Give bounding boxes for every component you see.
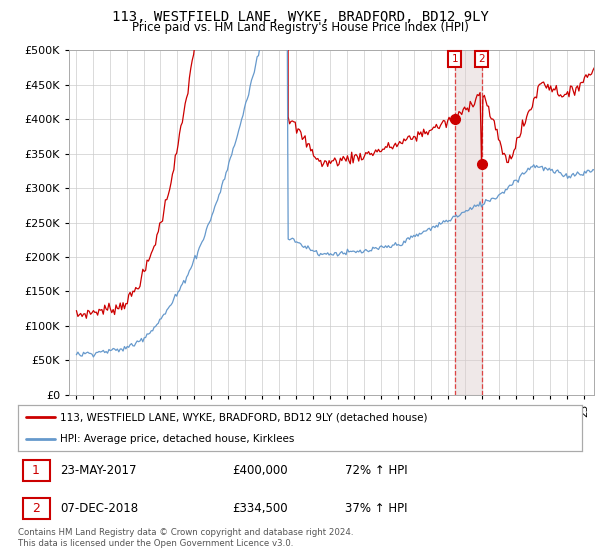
Text: £400,000: £400,000 (232, 464, 288, 477)
Bar (455, 50, 482, 395)
FancyBboxPatch shape (23, 498, 50, 519)
Text: 1: 1 (32, 464, 40, 477)
Text: Contains HM Land Registry data © Crown copyright and database right 2024.
This d: Contains HM Land Registry data © Crown c… (18, 528, 353, 548)
Text: 1: 1 (451, 54, 458, 64)
Text: 72% ↑ HPI: 72% ↑ HPI (345, 464, 408, 477)
Text: 113, WESTFIELD LANE, WYKE, BRADFORD, BD12 9LY: 113, WESTFIELD LANE, WYKE, BRADFORD, BD1… (112, 10, 488, 24)
Text: 37% ↑ HPI: 37% ↑ HPI (345, 502, 407, 515)
Text: 2: 2 (32, 502, 40, 515)
Text: 113, WESTFIELD LANE, WYKE, BRADFORD, BD12 9LY (detached house): 113, WESTFIELD LANE, WYKE, BRADFORD, BD1… (60, 412, 428, 422)
Text: 2: 2 (478, 54, 485, 64)
Text: Price paid vs. HM Land Registry's House Price Index (HPI): Price paid vs. HM Land Registry's House … (131, 21, 469, 34)
Text: 23-MAY-2017: 23-MAY-2017 (60, 464, 137, 477)
Text: HPI: Average price, detached house, Kirklees: HPI: Average price, detached house, Kirk… (60, 435, 295, 444)
Text: 07-DEC-2018: 07-DEC-2018 (60, 502, 139, 515)
FancyBboxPatch shape (23, 460, 50, 480)
Text: £334,500: £334,500 (232, 502, 288, 515)
